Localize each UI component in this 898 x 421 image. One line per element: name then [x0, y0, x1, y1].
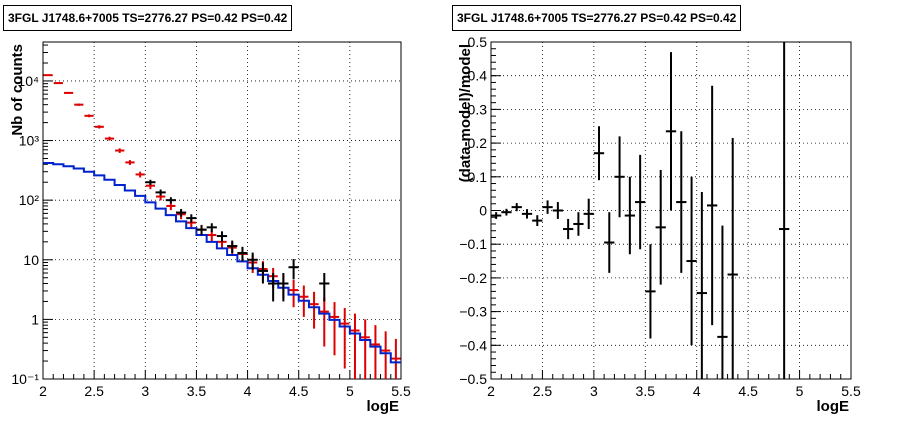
y-tick-label: 0.4 [468, 68, 488, 84]
plot-frame [42, 41, 402, 380]
y-tick-label: 0 [479, 203, 487, 219]
x-tick-label: 4 [693, 383, 701, 399]
x-tick-label: 4.5 [738, 383, 758, 399]
x-axis-label: logE [817, 398, 850, 415]
x-tick-label: 5.5 [841, 383, 861, 399]
y-tick-label: 10² [19, 192, 40, 208]
x-tick-label: 2 [39, 383, 47, 399]
x-tick-label: 2.5 [533, 383, 553, 399]
y-tick-label: 10 [23, 252, 39, 268]
y-tick-label: −0.3 [459, 304, 487, 320]
right-plot-title: 3FGL J1748.6+7005 TS=2776.27 PS=0.42 PS=… [452, 5, 742, 31]
y-axis-label: (data-model)/model [457, 44, 474, 182]
y-tick-label: 10³ [19, 133, 40, 149]
y-tick-label: 0.3 [468, 101, 488, 117]
x-tick-label: 4 [244, 383, 252, 399]
y-tick-label: 10⁻¹ [11, 371, 39, 387]
y-tick-label: 10⁴ [17, 73, 39, 89]
x-tick-label: 5 [796, 383, 804, 399]
y-tick-label: −0.5 [459, 371, 487, 387]
y-axis-label: Nb of counts [9, 44, 26, 136]
x-tick-label: 3 [141, 383, 149, 399]
y-tick-label: 1 [31, 311, 39, 327]
x-tick-label: 5.5 [391, 383, 411, 399]
left-plot-title: 3FGL J1748.6+7005 TS=2776.27 PS=0.42 PS=… [3, 5, 293, 31]
x-tick-label: 3.5 [636, 383, 656, 399]
y-tick-label: −0.4 [459, 337, 487, 353]
x-tick-label: 2 [487, 383, 495, 399]
y-tick-label: 0.5 [468, 34, 488, 50]
x-tick-label: 3 [590, 383, 598, 399]
x-tick-label: 2.5 [84, 383, 104, 399]
x-tick-label: 3.5 [187, 383, 207, 399]
x-tick-label: 4.5 [289, 383, 309, 399]
y-tick-label: −0.1 [459, 236, 487, 252]
y-tick-label: 0.1 [468, 169, 488, 185]
model-histogram-line [43, 162, 401, 364]
y-tick-label: 0.2 [468, 135, 488, 151]
x-tick-label: 5 [346, 383, 354, 399]
y-tick-label: −0.2 [459, 270, 487, 286]
x-axis-label: logE [367, 398, 400, 415]
